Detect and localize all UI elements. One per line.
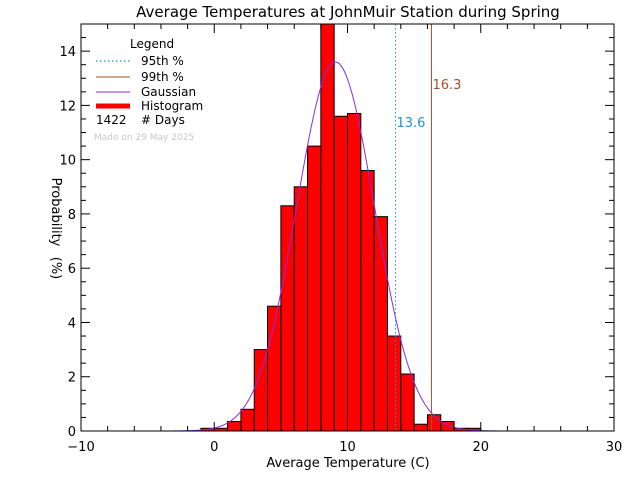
histogram-bar-13 <box>373 216 388 432</box>
histogram-bar-3 <box>240 408 255 432</box>
y-tick-label: 6 <box>68 262 76 277</box>
x-tick-label: 0 <box>210 440 218 455</box>
histogram-bar-9 <box>320 23 335 432</box>
percentile-label-0: 13.6 <box>396 116 425 131</box>
chart-title: Average Temperatures at JohnMuir Station… <box>136 3 560 21</box>
x-tick-label: 10 <box>339 440 356 455</box>
legend: Legend 95th % 99th % Gaussian Histogram … <box>94 37 203 143</box>
histogram-bar-6 <box>280 205 295 432</box>
histogram-bar-4 <box>253 349 269 432</box>
y-axis-unit: (%) <box>48 257 63 280</box>
histogram-bar-17 <box>426 414 442 432</box>
y-axis-label: Probability <box>48 178 63 247</box>
percentile-lines: 13.6 16.3 <box>394 24 461 431</box>
legend-item-gaussian: Gaussian <box>141 85 196 99</box>
y-tick-label: 0 <box>68 425 76 440</box>
histogram-bar-8 <box>307 145 322 432</box>
histogram-bar-15 <box>400 373 415 432</box>
x-axis-label: Average Temperature (C) <box>266 456 429 471</box>
y-axis-ticks: 0 2 4 6 8 10 12 14 <box>59 23 614 440</box>
histogram-bar-14 <box>386 335 402 432</box>
legend-title: Legend <box>130 37 174 51</box>
histogram-bar-2 <box>227 421 242 432</box>
y-tick-label: 10 <box>59 154 76 169</box>
legend-item-95th: 95th % <box>141 54 184 68</box>
percentile-label-1: 16.3 <box>432 78 461 93</box>
legend-days-count: 1422 <box>96 113 127 127</box>
legend-item-histogram: Histogram <box>141 99 203 113</box>
histogram-bar-12 <box>360 170 375 432</box>
y-tick-label: 8 <box>68 208 76 223</box>
histogram-bar-11 <box>347 113 362 432</box>
x-tick-label: 20 <box>472 440 489 455</box>
legend-item-99th: 99th % <box>141 70 184 84</box>
y-tick-label: 12 <box>59 99 76 114</box>
x-axis-ticks: −10 0 10 20 30 <box>67 24 622 455</box>
legend-days-label: # Days <box>141 113 185 127</box>
y-tick-label: 14 <box>59 45 76 60</box>
histogram-bar-10 <box>333 115 348 432</box>
y-tick-label: 4 <box>68 316 76 331</box>
made-on-note: Made on 29 May 2025 <box>94 133 194 143</box>
y-tick-label: 2 <box>68 371 76 386</box>
x-tick-label: −10 <box>67 440 94 455</box>
x-tick-label: 30 <box>606 440 623 455</box>
histogram-bar-7 <box>293 186 309 432</box>
histogram-bar-16 <box>413 423 428 432</box>
